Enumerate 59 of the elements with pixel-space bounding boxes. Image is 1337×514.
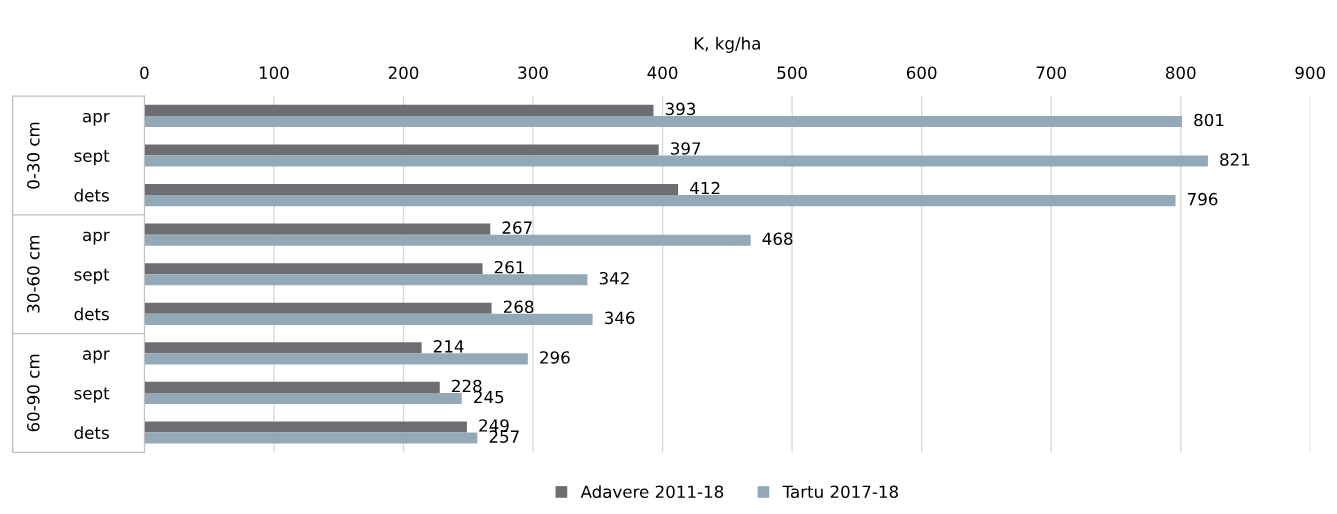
x-tick-label: 400 xyxy=(647,66,678,79)
bar xyxy=(144,313,593,325)
bar xyxy=(144,234,751,246)
legend-label: Adavere 2011-18 xyxy=(580,485,724,499)
data-label: 393 xyxy=(665,102,696,116)
x-tick-label: 500 xyxy=(777,66,807,79)
y-tick-label: sept xyxy=(74,150,110,166)
data-label: 261 xyxy=(494,260,524,274)
bar xyxy=(144,421,467,433)
bar xyxy=(144,223,491,235)
data-label: 296 xyxy=(540,351,570,364)
data-label: 214 xyxy=(433,340,464,353)
y-tick-label: apr xyxy=(83,350,110,364)
data-label: 397 xyxy=(671,142,701,155)
text: 60-90 cm xyxy=(27,354,40,432)
data-label: 801 xyxy=(1194,113,1224,127)
data-label: 268 xyxy=(503,300,534,314)
x-tick-label: 600 xyxy=(906,66,937,79)
data-label: 257 xyxy=(489,430,519,443)
data-label: 346 xyxy=(604,311,635,325)
bar xyxy=(144,115,1183,127)
legend-label: Tartu 2017-18 xyxy=(782,485,898,499)
x-axis-title: K, kg/ha xyxy=(694,36,760,53)
bar xyxy=(144,104,654,116)
bar xyxy=(144,263,483,275)
y-tick-label: dets xyxy=(74,188,109,202)
bar xyxy=(144,274,588,286)
data-label: 342 xyxy=(599,271,629,285)
text: 0-30 cm xyxy=(27,122,40,189)
bar xyxy=(144,144,659,156)
x-tick-label: 800 xyxy=(1165,66,1196,79)
data-label: 267 xyxy=(502,221,532,234)
y-tick-label: dets xyxy=(74,426,109,440)
data-label: 249 xyxy=(479,419,509,432)
x-tick-label: 200 xyxy=(388,66,419,79)
y-tick-label: sept xyxy=(74,387,110,403)
x-tick-label: 900 xyxy=(1295,66,1326,79)
bar xyxy=(144,392,462,405)
data-label: 468 xyxy=(762,232,793,246)
x-tick-label: 300 xyxy=(518,66,548,79)
y-tick-label: apr xyxy=(83,231,110,245)
bar xyxy=(144,342,422,354)
bar xyxy=(144,432,478,444)
bar xyxy=(144,381,440,393)
data-label: 821 xyxy=(1220,153,1250,166)
bar xyxy=(144,353,528,365)
y-tick-label: sept xyxy=(74,268,110,285)
x-tick-label: 0 xyxy=(140,66,149,79)
bar xyxy=(144,302,492,314)
text: 30-60 cm xyxy=(27,236,40,313)
data-label: 412 xyxy=(690,181,720,195)
bar xyxy=(144,183,679,196)
x-tick-label: 700 xyxy=(1036,66,1066,79)
y-tick-label: dets xyxy=(74,307,109,321)
bar xyxy=(144,155,1208,167)
y-tick-label: apr xyxy=(83,112,110,126)
x-tick-label: 100 xyxy=(259,66,289,79)
data-label: 796 xyxy=(1188,192,1218,206)
bar xyxy=(144,195,1176,207)
